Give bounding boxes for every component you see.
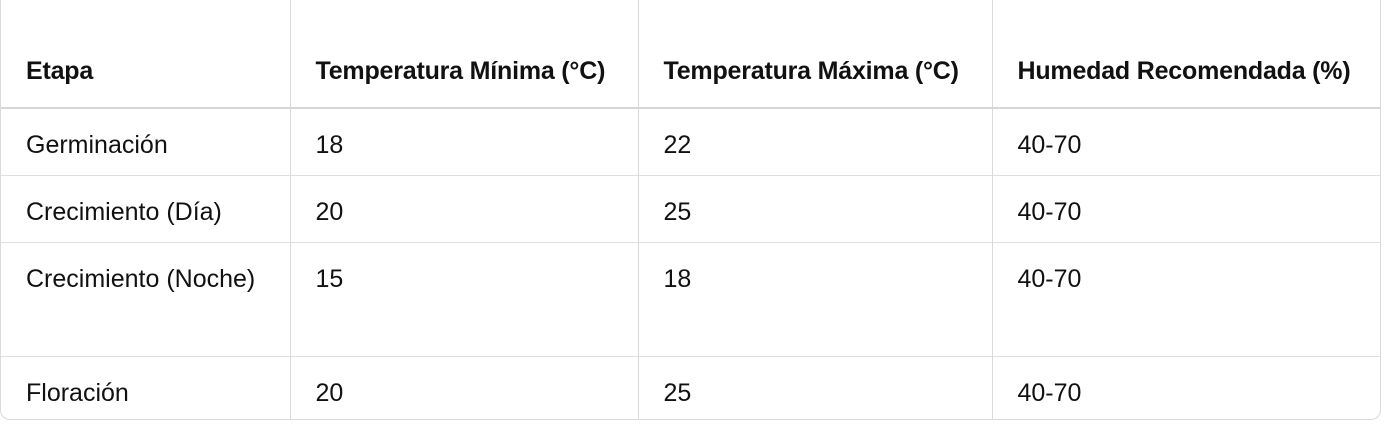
column-header-min-temp: Temperatura Mínima (°C) <box>289 0 638 109</box>
cell-stage: Floración <box>1 356 290 419</box>
cell-max-temp: 25 <box>637 175 992 243</box>
table-row: Crecimiento (Noche) 15 18 40-70 <box>1 242 1380 357</box>
column-header-stage: Etapa <box>1 0 290 109</box>
cell-stage: Crecimiento (Noche) <box>1 242 290 357</box>
cell-max-temp: 18 <box>637 242 992 357</box>
column-header-humidity: Humedad Recomendada (%) <box>991 0 1380 109</box>
cell-min-temp: 20 <box>289 175 638 243</box>
cell-humidity: 40-70 <box>991 242 1380 357</box>
cell-min-temp: 20 <box>289 356 638 419</box>
cell-stage: Crecimiento (Día) <box>1 175 290 243</box>
cell-min-temp: 18 <box>289 108 638 176</box>
table-row: Crecimiento (Día) 20 25 40-70 <box>1 175 1380 243</box>
cell-humidity: 40-70 <box>991 175 1380 243</box>
cell-min-temp: 15 <box>289 242 638 357</box>
table-row: Floración 20 25 40-70 <box>1 356 1380 419</box>
cell-max-temp: 22 <box>637 108 992 176</box>
table-row: Germinación 18 22 40-70 <box>1 108 1380 176</box>
column-header-max-temp: Temperatura Máxima (°C) <box>637 0 992 109</box>
cell-humidity: 40-70 <box>991 356 1380 419</box>
cell-humidity: 40-70 <box>991 108 1380 176</box>
table-header-row: Etapa Temperatura Mínima (°C) Temperatur… <box>1 0 1380 109</box>
cell-max-temp: 25 <box>637 356 992 419</box>
cell-stage: Germinación <box>26 131 168 159</box>
